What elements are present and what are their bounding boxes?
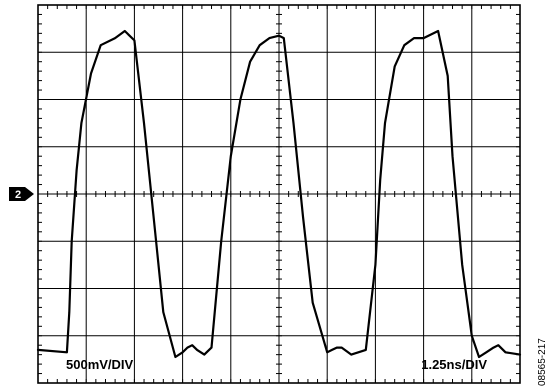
channel-2-marker: 2 <box>9 187 34 201</box>
channel-marker-label: 2 <box>15 189 21 201</box>
horizontal-scale-label: 1.25ns/DIV <box>421 357 487 372</box>
channel-marker-arrow <box>9 187 34 201</box>
waveform-trace <box>36 29 522 359</box>
figure-id: 08565-217 <box>537 338 548 386</box>
graticule <box>37 4 521 384</box>
vertical-scale-label: 500mV/DIV <box>66 357 134 372</box>
